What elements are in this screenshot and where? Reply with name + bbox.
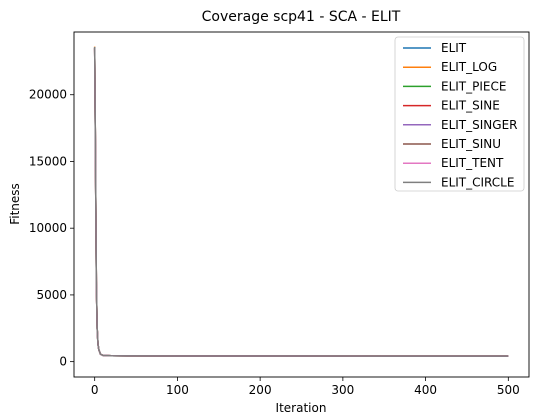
chart-title: Coverage scp41 - SCA - ELIT	[202, 9, 401, 25]
y-tick-label: 5000	[36, 288, 67, 302]
y-tick-label: 10000	[29, 221, 67, 235]
legend-frame	[394, 36, 525, 192]
legend: ELIT ELIT_LOG ELIT_PIECE ELIT_SINE ELIT_SING…	[394, 36, 525, 192]
y-tick-label: 20000	[29, 88, 67, 102]
axes-frame	[73, 31, 530, 378]
legend-label: ELIT	[441, 41, 467, 55]
series-line-7	[93, 46, 509, 357]
x-tick-label: 0	[91, 383, 99, 397]
x-axis-label: Iteration	[276, 401, 327, 415]
legend-label: ELIT_LOG	[441, 60, 497, 74]
legend-label: ELIT_SINU	[441, 137, 501, 151]
legend-label: ELIT_PIECE	[441, 79, 506, 93]
y-tick-label: 15000	[29, 154, 67, 168]
x-tick-label: 400	[414, 383, 437, 397]
x-tick-label: 200	[249, 383, 272, 397]
x-tick-label: 500	[497, 383, 520, 397]
x-tick-label: 300	[331, 383, 354, 397]
y-axis-label: Fitness	[8, 183, 22, 225]
y-axis: 0 5000 10000 15000 20000	[29, 88, 74, 369]
y-tick-label: 0	[59, 355, 67, 369]
x-tick-label: 100	[166, 383, 189, 397]
legend-label: ELIT_CIRCLE	[441, 175, 514, 189]
x-axis: 0 100 200 300 400 500	[91, 377, 520, 397]
legend-label: ELIT_TENT	[441, 156, 504, 170]
legend-label: ELIT_SINGER	[441, 118, 518, 132]
legend-label: ELIT_SINE	[441, 99, 500, 113]
plot-area	[93, 46, 509, 357]
